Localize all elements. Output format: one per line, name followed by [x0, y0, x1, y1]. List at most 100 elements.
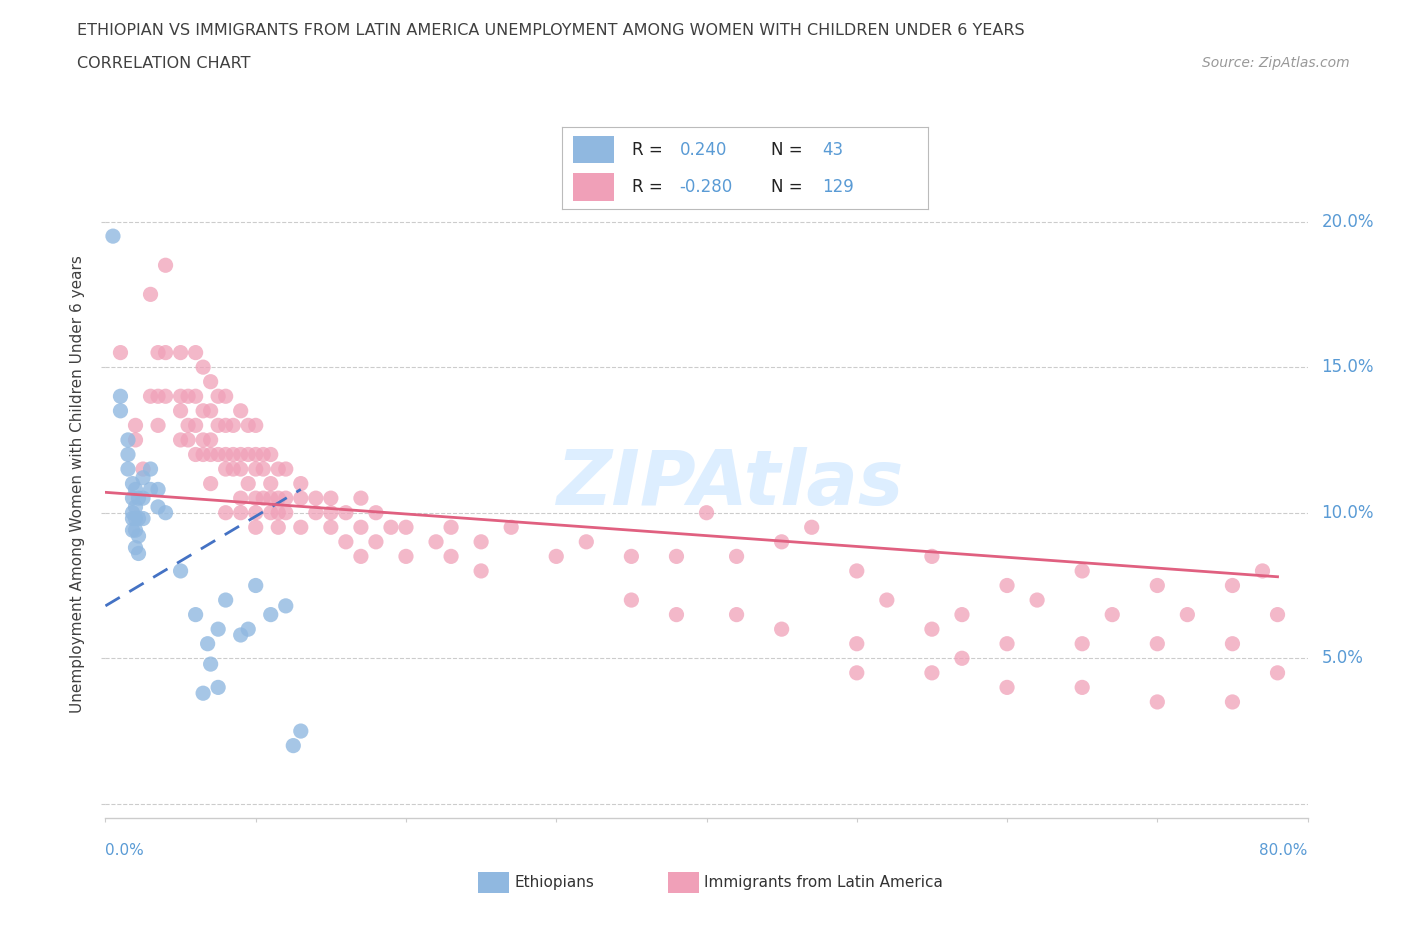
Point [267, 520, 290, 535]
Point [139, 287, 162, 302]
Point [128, 512, 150, 526]
Point [124, 499, 146, 514]
Point [305, 491, 328, 506]
Point [214, 447, 236, 462]
Point [101, 229, 124, 244]
Point [229, 461, 252, 476]
Point [696, 505, 718, 520]
Point [470, 564, 492, 578]
Point [245, 418, 267, 432]
Point [950, 651, 973, 666]
Point [252, 461, 274, 476]
Text: Ethiopians: Ethiopians [515, 875, 595, 890]
Point [425, 535, 447, 550]
Point [665, 607, 688, 622]
Text: 43: 43 [823, 140, 844, 158]
Point [124, 540, 146, 555]
Point [132, 491, 155, 506]
Point [440, 549, 463, 564]
Point [1175, 607, 1198, 622]
Point [200, 476, 222, 491]
Text: ZIPAtlas: ZIPAtlas [557, 446, 904, 521]
Point [921, 622, 943, 637]
Point [177, 432, 200, 447]
Point [770, 622, 793, 637]
Point [245, 578, 267, 593]
Point [214, 389, 236, 404]
Point [117, 432, 139, 447]
Point [121, 491, 143, 506]
Point [139, 389, 162, 404]
Point [1146, 636, 1168, 651]
Point [725, 549, 748, 564]
Point [124, 482, 146, 497]
Bar [574, 173, 613, 201]
Point [380, 520, 402, 535]
Point [117, 447, 139, 462]
Point [128, 528, 150, 543]
Point [128, 546, 150, 561]
Point [252, 447, 274, 462]
Point [169, 564, 191, 578]
Point [207, 622, 229, 637]
Point [200, 432, 222, 447]
Point [921, 665, 943, 680]
Point [1071, 680, 1094, 695]
Point [214, 592, 236, 607]
Point [222, 461, 245, 476]
Point [1101, 607, 1123, 622]
Point [124, 432, 146, 447]
Text: 0.240: 0.240 [679, 140, 727, 158]
Point [177, 389, 200, 404]
Point [350, 491, 373, 506]
Point [335, 535, 357, 550]
Point [214, 418, 236, 432]
Point [146, 418, 169, 432]
Point [191, 404, 214, 418]
Point [575, 535, 598, 550]
Point [364, 505, 387, 520]
Point [274, 491, 297, 506]
Point [335, 505, 357, 520]
Point [132, 512, 155, 526]
Point [876, 592, 898, 607]
Point [121, 512, 143, 526]
Point [440, 520, 463, 535]
Point [319, 491, 342, 506]
Point [128, 491, 150, 506]
Point [184, 607, 207, 622]
Y-axis label: Unemployment Among Women with Children Under 6 years: Unemployment Among Women with Children U… [70, 255, 86, 712]
Text: 0.0%: 0.0% [105, 844, 145, 858]
Text: 80.0%: 80.0% [1260, 844, 1308, 858]
Point [229, 491, 252, 506]
Text: Source: ZipAtlas.com: Source: ZipAtlas.com [1202, 56, 1350, 70]
Point [245, 491, 267, 506]
Point [214, 505, 236, 520]
Point [252, 491, 274, 506]
Point [229, 505, 252, 520]
Point [238, 447, 260, 462]
Point [124, 418, 146, 432]
Point [260, 447, 283, 462]
Point [267, 461, 290, 476]
Text: R =: R = [631, 179, 668, 196]
Point [184, 447, 207, 462]
Point [191, 432, 214, 447]
Point [319, 505, 342, 520]
Point [197, 636, 219, 651]
Point [110, 345, 132, 360]
Text: 5.0%: 5.0% [1322, 649, 1364, 668]
Point [124, 523, 146, 538]
Point [229, 628, 252, 643]
Point [146, 389, 169, 404]
Point [155, 258, 177, 272]
Point [267, 491, 290, 506]
Point [1071, 636, 1094, 651]
Point [238, 476, 260, 491]
Point [124, 512, 146, 526]
Point [184, 389, 207, 404]
Point [177, 418, 200, 432]
Point [121, 523, 143, 538]
Point [1146, 695, 1168, 710]
Point [229, 404, 252, 418]
